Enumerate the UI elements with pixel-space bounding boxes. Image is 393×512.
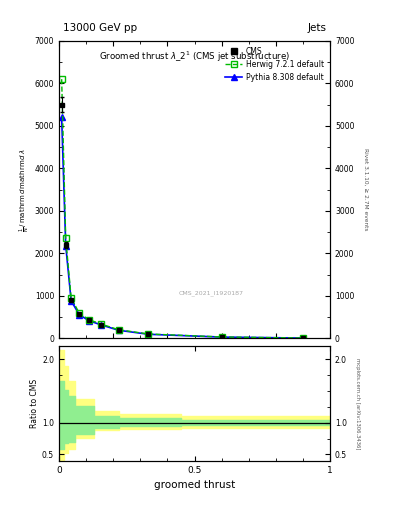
Text: Jets: Jets (307, 23, 326, 33)
Y-axis label: Rivet 3.1.10, ≥ 2.7M events: Rivet 3.1.10, ≥ 2.7M events (363, 148, 368, 231)
X-axis label: groomed thrust: groomed thrust (154, 480, 235, 490)
Text: Groomed thrust $\lambda\_2^1$ (CMS jet substructure): Groomed thrust $\lambda\_2^1$ (CMS jet s… (99, 50, 290, 65)
Text: CMS_2021_I1920187: CMS_2021_I1920187 (178, 291, 243, 296)
Y-axis label: mcplots.cern.ch [arXiv:1306.3436]: mcplots.cern.ch [arXiv:1306.3436] (355, 358, 360, 450)
Y-axis label: Ratio to CMS: Ratio to CMS (30, 379, 39, 428)
Text: 13000 GeV pp: 13000 GeV pp (63, 23, 137, 33)
Legend: CMS, Herwig 7.2.1 default, Pythia 8.308 default: CMS, Herwig 7.2.1 default, Pythia 8.308 … (223, 45, 326, 84)
Y-axis label: $\frac{1}{\mathrm{N}}\,/\,\mathrm{mathrm}\,d\,\mathrm{mathrm}\,d\,\lambda$: $\frac{1}{\mathrm{N}}\,/\,\mathrm{mathrm… (18, 147, 32, 231)
